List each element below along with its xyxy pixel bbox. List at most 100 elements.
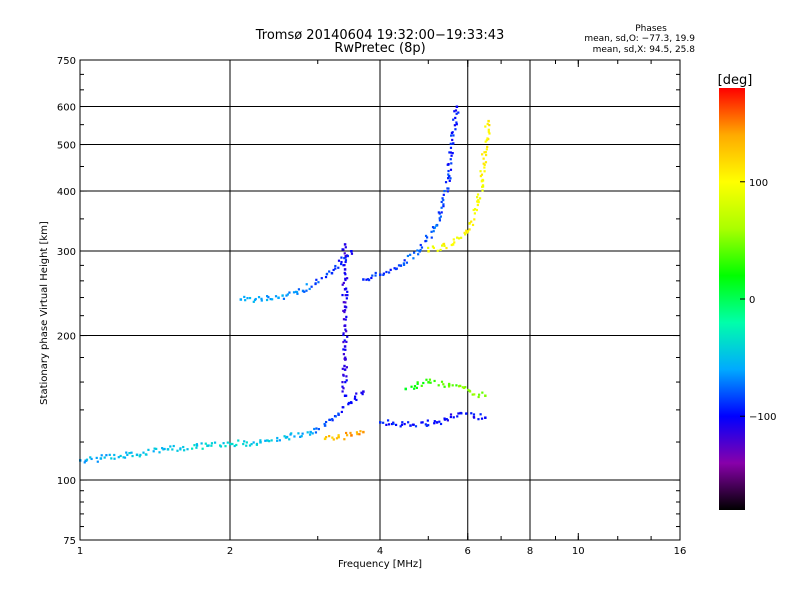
data-point (449, 142, 452, 145)
data-point (407, 421, 410, 424)
data-point (451, 138, 454, 142)
data-point (465, 229, 468, 232)
data-point (360, 391, 363, 394)
data-point (314, 282, 317, 286)
data-point (342, 264, 345, 267)
data-point (347, 401, 351, 405)
x-tick-label: 8 (527, 546, 533, 557)
data-point (300, 435, 303, 438)
data-point (447, 173, 450, 176)
data-point (342, 340, 345, 344)
data-point (442, 199, 445, 202)
data-point (439, 422, 443, 426)
data-point (486, 145, 489, 148)
data-point (245, 441, 248, 444)
data-point (466, 230, 470, 233)
data-point (346, 254, 349, 258)
data-point (412, 423, 415, 426)
data-point (347, 403, 350, 406)
data-point (243, 295, 246, 299)
colorbar-tick-label: −100 (749, 412, 776, 423)
data-point (470, 412, 473, 415)
data-point (488, 132, 491, 135)
data-point (450, 154, 453, 157)
data-point (397, 264, 401, 267)
data-point (431, 245, 434, 248)
data-point (204, 442, 207, 445)
data-point (345, 287, 348, 290)
data-point (260, 299, 263, 302)
data-point (449, 413, 453, 416)
data-point (445, 418, 448, 421)
data-point (344, 255, 347, 258)
data-point (453, 241, 456, 244)
data-point (350, 401, 353, 405)
data-point (343, 357, 346, 360)
data-point (337, 435, 340, 439)
data-point (451, 384, 454, 387)
data-point (344, 259, 348, 262)
data-point (453, 124, 456, 127)
gridlines (80, 60, 680, 540)
data-point (440, 206, 443, 209)
data-point (449, 168, 453, 171)
data-point (250, 443, 253, 446)
data-point (117, 456, 120, 459)
data-point (183, 449, 186, 452)
data-point (110, 457, 113, 460)
data-point (123, 456, 127, 459)
data-point (414, 425, 418, 428)
data-point (387, 271, 391, 274)
data-point (426, 419, 429, 422)
data-point (349, 431, 352, 435)
data-point (444, 181, 448, 184)
data-point (442, 203, 445, 206)
data-point (344, 431, 348, 435)
data-point (245, 444, 248, 447)
data-point (433, 422, 436, 425)
data-point (449, 151, 452, 154)
data-point (100, 454, 103, 457)
data-point (344, 246, 347, 249)
data-point (297, 288, 301, 291)
data-point (332, 438, 335, 441)
data-point (452, 416, 455, 419)
data-point (320, 277, 323, 280)
data-point (331, 418, 334, 421)
colorbar-tick-label: 0 (749, 295, 755, 306)
data-point (365, 278, 368, 281)
data-point (481, 184, 485, 187)
data-point (248, 296, 252, 300)
data-point (229, 442, 232, 446)
data-point (342, 387, 345, 390)
data-point (84, 459, 87, 462)
data-point (345, 297, 348, 300)
data-point (317, 281, 320, 284)
data-point (343, 271, 346, 275)
data-point (473, 212, 476, 215)
data-point (343, 310, 346, 314)
data-point (361, 393, 364, 396)
data-point (443, 244, 446, 247)
data-point (447, 385, 451, 388)
data-point (341, 381, 344, 384)
data-point (218, 444, 222, 447)
data-point (452, 134, 455, 137)
data-point (429, 381, 432, 384)
data-point (464, 233, 467, 236)
data-point (475, 208, 478, 212)
data-point (454, 116, 457, 120)
data-point (303, 290, 306, 293)
data-point (448, 151, 451, 154)
data-point (484, 140, 487, 143)
colorbar-tick-label: 100 (749, 178, 768, 189)
data-point (445, 246, 448, 250)
data-point (409, 253, 412, 256)
data-point (200, 442, 203, 445)
data-point (392, 422, 395, 425)
data-point (447, 162, 450, 166)
data-point (95, 456, 98, 459)
data-point (477, 418, 480, 421)
data-point (476, 196, 479, 199)
data-point (155, 447, 158, 451)
